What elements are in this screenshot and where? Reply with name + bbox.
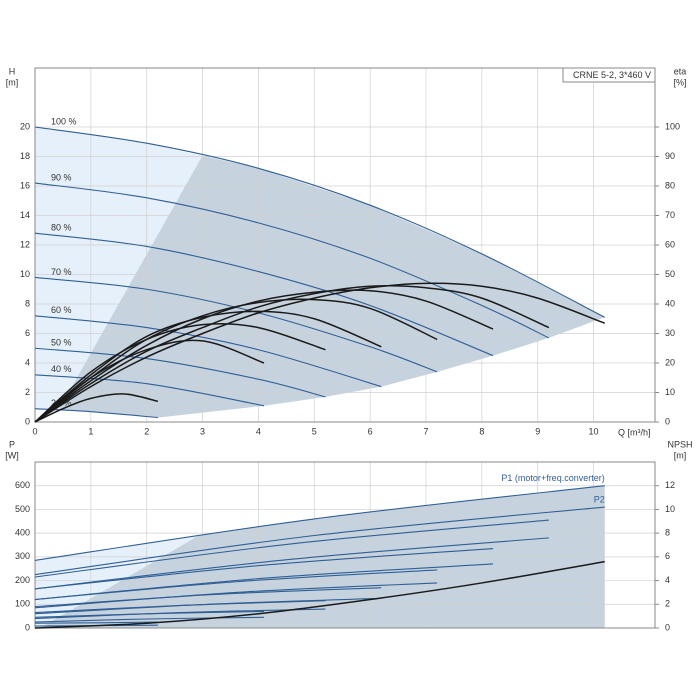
y-tick-label: 300 bbox=[15, 551, 30, 561]
x-tick-label: 7 bbox=[423, 426, 428, 436]
y2-tick-label: 12 bbox=[665, 480, 675, 490]
y-tick-label: 12 bbox=[20, 239, 30, 249]
y-tick-label: 16 bbox=[20, 180, 30, 190]
curve-label: 90 % bbox=[51, 172, 72, 182]
secondary-curve bbox=[34, 393, 159, 423]
secondary-curve bbox=[34, 282, 605, 423]
curve-label: P1 (motor+freq.converter) bbox=[501, 473, 604, 483]
x-tick-label: 5 bbox=[312, 426, 317, 436]
y-tick-label: 100 bbox=[15, 599, 30, 609]
y2-axis-label: NPSH bbox=[667, 439, 692, 449]
y2-tick-label: 10 bbox=[665, 504, 675, 514]
curve bbox=[34, 315, 382, 388]
curve bbox=[34, 616, 265, 623]
y-axis-unit: [W] bbox=[5, 450, 19, 460]
y-tick-label: 4 bbox=[25, 357, 30, 367]
y2-tick-label: 70 bbox=[665, 210, 675, 220]
y2-tick-label: 40 bbox=[665, 298, 675, 308]
plot-frame bbox=[34, 67, 656, 423]
y2-tick-label: 4 bbox=[665, 575, 670, 585]
y2-tick-label: 6 bbox=[665, 551, 670, 561]
y2-tick-label: 30 bbox=[665, 328, 675, 338]
x-tick-label: 0 bbox=[32, 426, 37, 436]
x-tick-label: 1 bbox=[88, 426, 93, 436]
x-tick-label: 3 bbox=[200, 426, 205, 436]
curve bbox=[34, 126, 605, 318]
x-tick-label: 8 bbox=[479, 426, 484, 436]
y2-tick-label: 60 bbox=[665, 239, 675, 249]
operating-range-dark bbox=[40, 485, 605, 628]
y2-tick-label: 2 bbox=[665, 599, 670, 609]
chart-title: CRNE 5-2, 3*460 V bbox=[573, 70, 651, 80]
curve bbox=[34, 347, 326, 398]
y2-tick-label: 0 bbox=[665, 622, 670, 632]
curve-label: 50 % bbox=[51, 338, 72, 348]
y2-tick-label: 20 bbox=[665, 357, 675, 367]
title-box bbox=[562, 67, 656, 83]
x-tick-label: 9 bbox=[535, 426, 540, 436]
y-tick-label: 0 bbox=[25, 416, 30, 426]
y2-tick-label: 0 bbox=[665, 416, 670, 426]
curve bbox=[34, 582, 438, 609]
y-tick-label: 600 bbox=[15, 480, 30, 490]
x-axis-label: Q [m³/h] bbox=[618, 427, 651, 437]
y-tick-label: 10 bbox=[20, 269, 30, 279]
secondary-curve bbox=[34, 322, 326, 423]
curve bbox=[34, 621, 158, 624]
y-tick-label: 0 bbox=[25, 622, 30, 632]
y2-tick-label: 50 bbox=[665, 269, 675, 279]
y-tick-label: 8 bbox=[25, 298, 30, 308]
curve bbox=[34, 597, 382, 615]
y2-axis-unit: [%] bbox=[673, 77, 686, 87]
y-tick-label: 14 bbox=[20, 210, 30, 220]
y2-axis-label: eta bbox=[674, 66, 687, 76]
x-tick-label: 10 bbox=[589, 426, 599, 436]
y-axis-unit: [m] bbox=[6, 77, 19, 87]
curve bbox=[34, 548, 494, 590]
y-axis-label: H bbox=[9, 66, 16, 76]
y-tick-label: 20 bbox=[20, 121, 30, 131]
curve bbox=[34, 506, 605, 576]
y2-tick-label: 10 bbox=[665, 387, 675, 397]
secondary-curve bbox=[34, 339, 265, 423]
y2-tick-label: 80 bbox=[665, 180, 675, 190]
x-tick-label: 6 bbox=[368, 426, 373, 436]
y-tick-label: 500 bbox=[15, 504, 30, 514]
y-tick-label: 6 bbox=[25, 328, 30, 338]
secondary-curve bbox=[34, 289, 494, 423]
y-axis-label: P bbox=[9, 439, 15, 449]
curve bbox=[34, 537, 549, 590]
y-tick-label: 18 bbox=[20, 151, 30, 161]
y-tick-label: 2 bbox=[25, 387, 30, 397]
curve bbox=[34, 182, 550, 339]
y2-tick-label: 100 bbox=[665, 121, 680, 131]
y2-tick-label: 8 bbox=[665, 528, 670, 538]
curve bbox=[34, 563, 494, 601]
secondary-curve bbox=[34, 310, 382, 423]
secondary-curve bbox=[34, 560, 605, 629]
y2-tick-label: 90 bbox=[665, 151, 675, 161]
y-tick-label: 400 bbox=[15, 528, 30, 538]
y2-axis-unit: [m] bbox=[674, 450, 687, 460]
y-tick-label: 200 bbox=[15, 575, 30, 585]
curve-label: 40 % bbox=[51, 364, 72, 374]
curve-label: 80 % bbox=[51, 223, 72, 233]
curve bbox=[34, 374, 265, 407]
curve-label: P2 bbox=[594, 494, 605, 504]
curve bbox=[34, 519, 549, 578]
curve-label: 70 % bbox=[51, 267, 72, 277]
x-tick-label: 2 bbox=[144, 426, 149, 436]
curve-label: 100 % bbox=[51, 116, 77, 126]
x-tick-label: 4 bbox=[256, 426, 261, 436]
curve bbox=[34, 485, 605, 561]
plot-frame bbox=[34, 461, 656, 629]
curve-label: 60 % bbox=[51, 305, 72, 315]
curve bbox=[34, 232, 494, 357]
